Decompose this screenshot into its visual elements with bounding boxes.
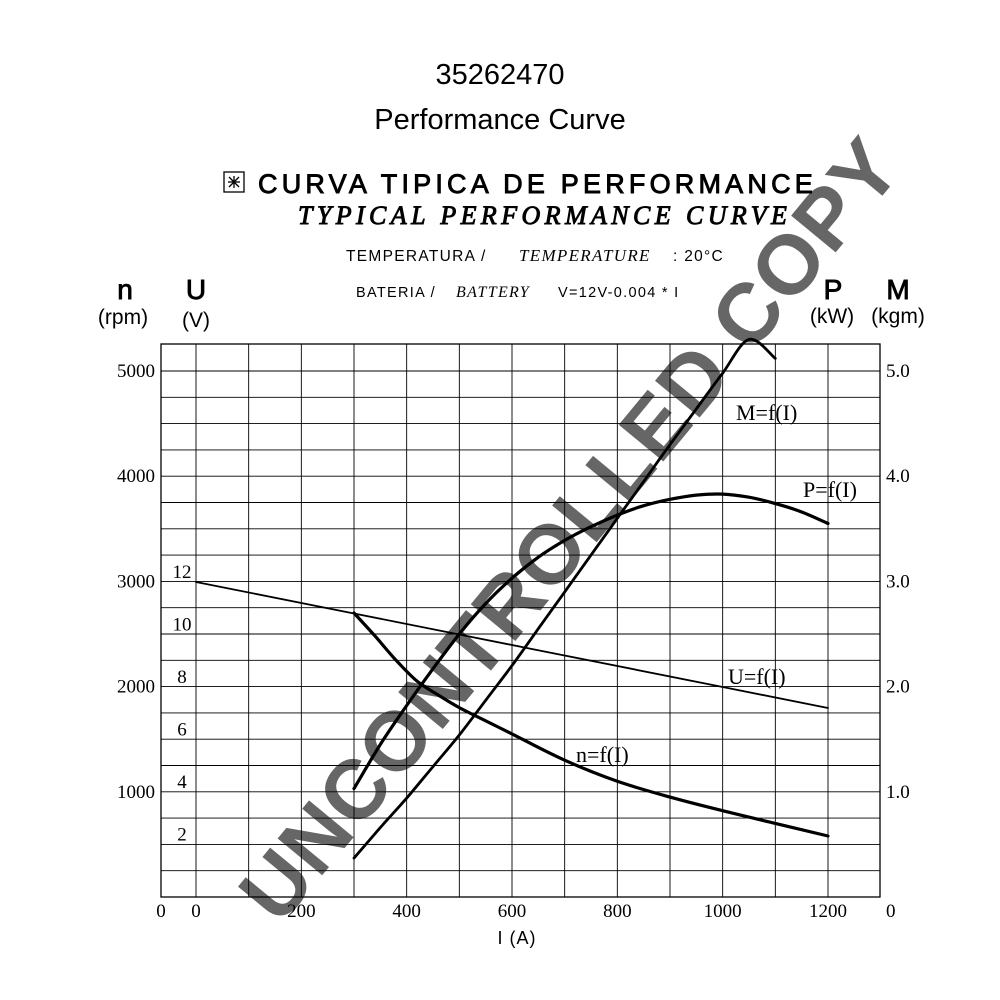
series-label-m: M=f(I) — [736, 400, 797, 425]
u-tick-label: 4 — [177, 772, 187, 793]
right-tick-label: 3.0 — [886, 571, 910, 592]
u-axis-unit: (V) — [182, 309, 210, 332]
x-tick-label: 1200 — [809, 901, 847, 922]
n-axis-unit: (rpm) — [98, 306, 148, 329]
plot-frame — [160, 343, 881, 898]
right-tick-label: 5.0 — [886, 361, 910, 382]
u-tick-label: 6 — [177, 720, 187, 741]
temperature-label-portuguese: TEMPERATURA / — [346, 248, 487, 265]
series-line-p — [352, 492, 830, 791]
u-tick-label: 10 — [173, 615, 192, 636]
header-line-portuguese: CURVA TIPICA DE PERFORMANCE — [258, 169, 817, 199]
axis-tick-labels: 0 200 400 600 800 1000 1200 0 1000 2000 3000 4000 50… — [117, 361, 910, 922]
m-axis-unit: (kgm) — [871, 305, 925, 328]
m-axis-symbol: M — [886, 274, 909, 305]
battery-label-english: BATTERY — [456, 284, 531, 301]
n-axis-symbol: n — [117, 274, 133, 305]
part-number-title: 35262470 — [435, 59, 565, 91]
right-tick-label: 2.0 — [886, 677, 910, 698]
performance-curve-subtitle: Performance Curve — [374, 104, 626, 136]
x-tick-label: 200 — [287, 901, 316, 922]
battery-formula: V=12V-0.004 * I — [558, 285, 679, 301]
temperature-value: : 20°C — [673, 248, 724, 265]
u-axis-symbol: U — [186, 274, 206, 305]
series-line-u — [195, 581, 829, 709]
u-tick-label: 8 — [177, 667, 187, 688]
asterisk-box-icon — [223, 171, 245, 193]
series-line-n — [352, 611, 830, 838]
right-tick-label: 1.0 — [886, 782, 910, 803]
series-label-u: U=f(I) — [728, 664, 786, 689]
u-tick-label: 12 — [173, 562, 192, 583]
x-tick-label: 800 — [603, 901, 632, 922]
x-tick-label: 0 — [191, 901, 201, 922]
n-tick-label: 4000 — [117, 466, 155, 487]
n-tick-label: 2000 — [117, 677, 155, 698]
x-origin-tick-label: 0 — [156, 901, 166, 922]
series-label-p: P=f(I) — [803, 477, 857, 502]
header-line-english: TYPICAL PERFORMANCE CURVE — [298, 201, 791, 230]
right-tick-label: 0 — [886, 901, 896, 922]
x-axis-label: I (A) — [498, 928, 537, 948]
x-tick-label: 600 — [498, 901, 527, 922]
n-tick-label: 3000 — [117, 571, 155, 592]
chart-grid — [160, 343, 881, 898]
n-tick-label: 1000 — [117, 782, 155, 803]
series-labels: U=f(I) n=f(I) P=f(I) M=f(I) — [576, 400, 857, 767]
chart-series — [195, 337, 830, 860]
x-tick-label: 1000 — [704, 901, 742, 922]
p-axis-unit: (kW) — [810, 305, 854, 328]
series-label-n: n=f(I) — [576, 742, 629, 767]
battery-label-portuguese: BATERIA / — [356, 285, 436, 301]
u-tick-label: 2 — [177, 825, 187, 846]
series-line-m — [352, 337, 777, 860]
x-tick-label: 400 — [392, 901, 421, 922]
right-tick-label: 4.0 — [886, 466, 910, 487]
p-axis-symbol: P — [824, 274, 843, 305]
temperature-label-english: TEMPERATURE — [519, 246, 651, 265]
uncontrolled-copy-watermark: UNCONTROLLED COPY — [221, 120, 919, 938]
n-tick-label: 5000 — [117, 361, 155, 382]
